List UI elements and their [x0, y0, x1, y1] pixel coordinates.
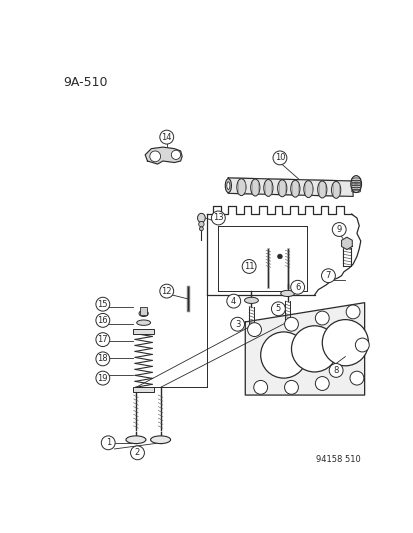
Circle shape	[290, 280, 304, 294]
Ellipse shape	[250, 179, 259, 196]
Text: 17: 17	[97, 335, 108, 344]
Circle shape	[321, 320, 368, 366]
Text: 3: 3	[234, 320, 240, 329]
Text: 94158 510: 94158 510	[315, 455, 360, 464]
Circle shape	[242, 260, 256, 273]
Circle shape	[211, 211, 225, 225]
Circle shape	[101, 436, 115, 450]
Text: 18: 18	[97, 354, 108, 364]
Circle shape	[272, 151, 286, 165]
Ellipse shape	[303, 181, 312, 198]
Ellipse shape	[226, 182, 229, 189]
Circle shape	[150, 151, 160, 161]
Ellipse shape	[263, 180, 272, 196]
Ellipse shape	[198, 221, 204, 227]
Ellipse shape	[225, 179, 231, 192]
Circle shape	[96, 371, 109, 385]
Circle shape	[96, 313, 109, 327]
Ellipse shape	[277, 180, 286, 197]
Ellipse shape	[136, 320, 150, 325]
Ellipse shape	[244, 297, 258, 303]
Text: 14: 14	[161, 133, 171, 142]
Text: 2: 2	[135, 448, 140, 457]
Text: 15: 15	[97, 300, 108, 309]
Circle shape	[291, 326, 337, 372]
Text: 13: 13	[213, 213, 223, 222]
Circle shape	[130, 446, 144, 460]
Circle shape	[332, 223, 345, 237]
Text: 11: 11	[243, 262, 254, 271]
Circle shape	[171, 150, 180, 159]
Circle shape	[345, 305, 359, 319]
Text: 1: 1	[105, 438, 111, 447]
Circle shape	[159, 284, 173, 298]
Text: 8: 8	[332, 366, 338, 375]
Ellipse shape	[199, 227, 203, 231]
Ellipse shape	[197, 213, 205, 223]
Circle shape	[96, 297, 109, 311]
Bar	[133, 329, 154, 334]
Polygon shape	[244, 303, 364, 395]
Circle shape	[230, 317, 244, 331]
Bar	[140, 308, 147, 315]
Text: 6: 6	[294, 283, 299, 292]
Ellipse shape	[350, 175, 361, 192]
Circle shape	[277, 254, 282, 259]
Circle shape	[315, 377, 328, 391]
Text: 16: 16	[97, 316, 108, 325]
Ellipse shape	[236, 179, 245, 196]
Text: 9: 9	[336, 225, 341, 234]
Circle shape	[354, 338, 368, 352]
Circle shape	[271, 302, 285, 316]
Ellipse shape	[280, 290, 294, 296]
Text: 19: 19	[97, 374, 108, 383]
Text: 4: 4	[230, 297, 236, 305]
Text: 5: 5	[275, 304, 280, 313]
Text: 9A-510: 9A-510	[64, 76, 108, 90]
Ellipse shape	[290, 180, 299, 197]
Text: 12: 12	[161, 287, 171, 296]
Circle shape	[260, 332, 306, 378]
Polygon shape	[145, 147, 182, 164]
Ellipse shape	[317, 181, 326, 198]
Circle shape	[284, 317, 298, 331]
Ellipse shape	[139, 310, 148, 317]
Circle shape	[328, 364, 342, 377]
Ellipse shape	[126, 436, 146, 443]
Polygon shape	[341, 237, 351, 249]
Text: 7: 7	[325, 271, 330, 280]
Polygon shape	[228, 178, 352, 196]
Circle shape	[321, 269, 335, 282]
Circle shape	[96, 352, 109, 366]
Circle shape	[253, 381, 267, 394]
Text: 10: 10	[274, 154, 285, 163]
Circle shape	[284, 381, 298, 394]
Ellipse shape	[331, 181, 340, 198]
Ellipse shape	[150, 436, 170, 443]
Circle shape	[159, 130, 173, 144]
Bar	[133, 387, 154, 392]
Circle shape	[226, 294, 240, 308]
Circle shape	[96, 333, 109, 346]
Circle shape	[247, 322, 261, 336]
Circle shape	[315, 311, 328, 325]
Circle shape	[349, 371, 363, 385]
